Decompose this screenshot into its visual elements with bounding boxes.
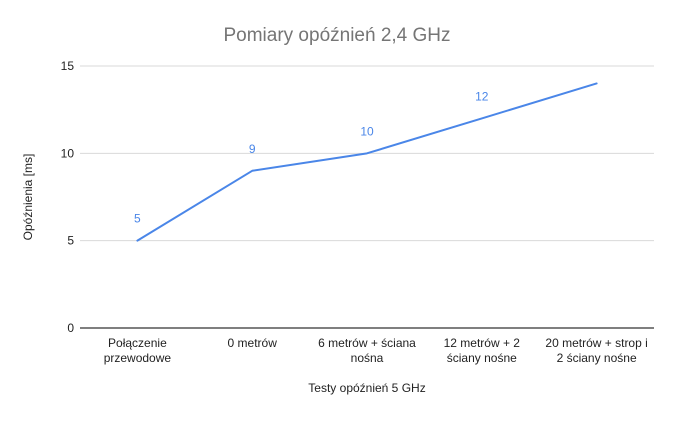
x-tick-label-line: 2 ściany nośne <box>557 351 637 365</box>
y-axis-title: Opóźnienia [ms] <box>21 154 35 241</box>
y-tick-label: 15 <box>61 59 75 73</box>
y-tick-label: 5 <box>67 234 74 248</box>
data-labels: 5 9 10 12 <box>134 89 489 225</box>
chart-title: Pomiary opóźnień 2,4 GHz <box>223 25 450 46</box>
x-tick-label-line: Połączenie <box>108 336 167 350</box>
x-tick-label-line: ściany nośne <box>447 351 517 365</box>
y-tick-label: 0 <box>67 321 74 335</box>
x-axis-title: Testy opóźnień 5 GHz <box>308 381 425 395</box>
data-label: 12 <box>475 89 489 103</box>
x-tick-label-line: 20 metrów + strop i <box>545 336 647 350</box>
data-label: 5 <box>134 212 141 226</box>
x-tick-label-line: nośna <box>351 351 384 365</box>
series-layer <box>137 83 596 240</box>
data-label: 9 <box>249 142 256 156</box>
data-label: 10 <box>360 124 374 138</box>
x-tick-label-line: 6 metrów + ściana <box>318 336 416 350</box>
y-tick-label: 10 <box>61 146 75 160</box>
y-tick-labels: 0 5 10 15 <box>61 59 75 335</box>
x-tick-label: 0 metrów <box>228 336 278 350</box>
x-tick-label-line: 0 metrów <box>228 336 278 350</box>
x-tick-label-line: przewodowe <box>104 351 172 365</box>
gridlines <box>80 66 654 328</box>
x-tick-label-line: 12 metrów + 2 <box>444 336 521 350</box>
series-line <box>137 83 596 240</box>
